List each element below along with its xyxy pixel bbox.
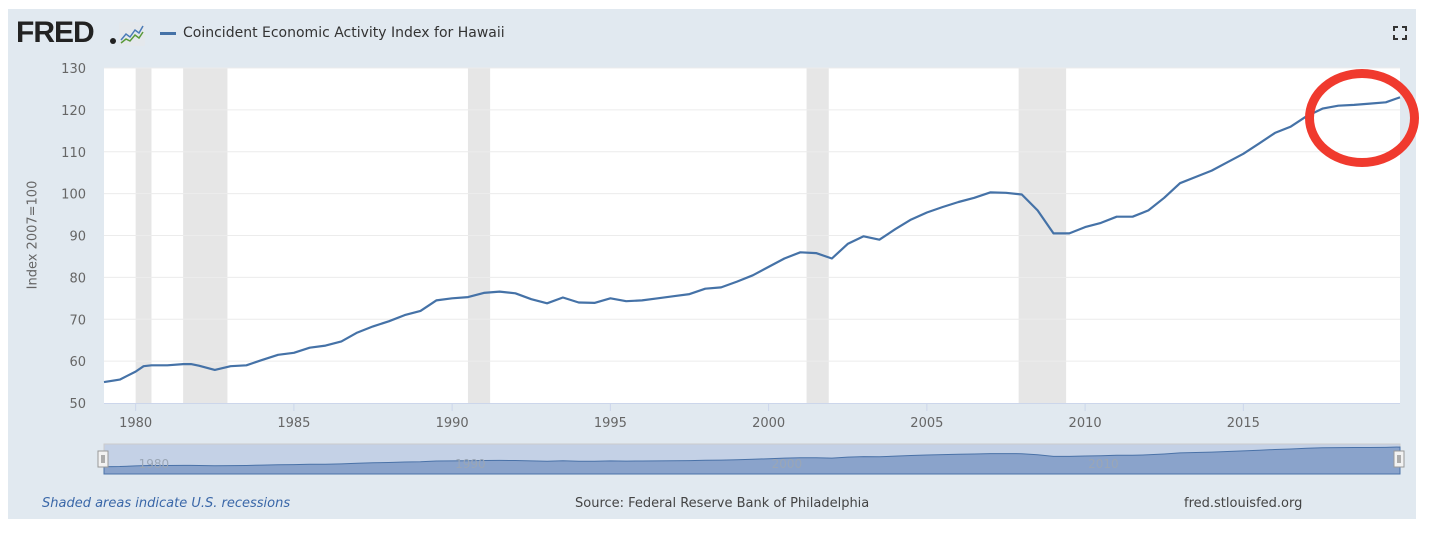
navigator-label: 2000: [772, 457, 803, 471]
navigator-series-area: [103, 446, 1401, 475]
series-line[interactable]: [103, 96, 1401, 384]
x-tick-label: 2010: [1069, 416, 1102, 431]
grid-lines: [104, 67, 1400, 404]
navigator-label: 2010: [1088, 457, 1119, 471]
fred-graph-icon: [119, 22, 145, 46]
y-tick-label: 70: [69, 313, 86, 328]
y-tick-label: 110: [61, 146, 86, 161]
legend-swatch: [160, 31, 176, 35]
y-tick-label: 60: [69, 355, 86, 370]
navigator: 1980 1990 2000 2010: [97, 443, 1405, 475]
y-axis-title: Index 2007=100: [25, 180, 41, 290]
y-tick-label: 100: [61, 188, 86, 203]
y-tick-label: 120: [61, 104, 86, 119]
handle-body[interactable]: [97, 450, 109, 468]
x-axis-ticks: 1980 1985 1990 1995 2000 2005 2010 2015: [119, 403, 1260, 431]
fullscreen-icon[interactable]: [1393, 25, 1407, 40]
navigator-label: 1990: [455, 457, 486, 471]
x-tick-label: 2005: [910, 416, 943, 431]
source-text: Source: Federal Reserve Bank of Philadel…: [575, 496, 870, 511]
y-tick-label: 130: [61, 62, 86, 77]
x-tick-label: 1985: [277, 416, 310, 431]
handle-body[interactable]: [1393, 450, 1405, 468]
x-tick-label: 1990: [436, 416, 469, 431]
legend-item[interactable]: Coincident Economic Activity Index for H…: [160, 22, 505, 44]
navigator-handle-right[interactable]: [1393, 450, 1405, 468]
y-tick-label: 50: [69, 397, 86, 412]
fred-logo[interactable]: FRED: [16, 16, 95, 49]
y-tick-label: 80: [69, 271, 86, 286]
x-tick-label: 1980: [119, 416, 152, 431]
annotation-circle: [1305, 69, 1419, 167]
legend-label: Coincident Economic Activity Index for H…: [183, 25, 505, 41]
x-tick-label: 2000: [752, 416, 785, 431]
site-link[interactable]: fred.stlouisfed.org: [1184, 496, 1303, 511]
x-tick-label: 2015: [1227, 416, 1260, 431]
y-tick-label: 90: [69, 230, 86, 245]
navigator-label: 1980: [139, 457, 170, 471]
navigator-handle-left[interactable]: [97, 450, 109, 468]
y-axis-ticks: 50 60 70 80 90 100 110 120 130: [61, 62, 86, 412]
registered-mark-icon: [110, 38, 116, 44]
x-tick-label: 1995: [594, 416, 627, 431]
recession-note-link[interactable]: Shaded areas indicate U.S. recessions: [42, 496, 291, 511]
